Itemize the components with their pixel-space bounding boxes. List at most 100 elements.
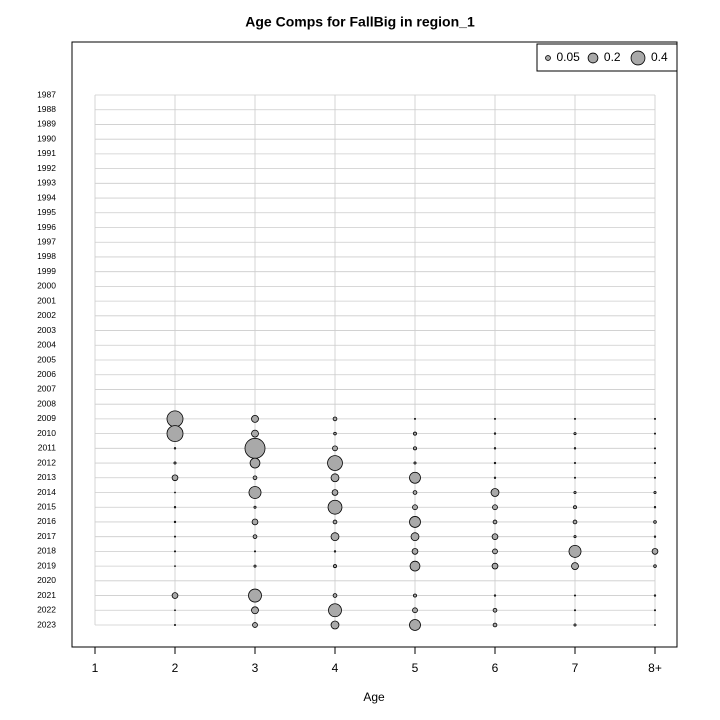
bubble (330, 532, 340, 542)
y-tick-label: 2012 (37, 457, 56, 467)
bubble (330, 473, 340, 483)
bubble (653, 447, 657, 450)
bubble (327, 499, 343, 515)
bubble (252, 534, 258, 539)
y-tick-label: 2002 (37, 310, 56, 320)
y-tick-label: 2022 (37, 605, 56, 615)
bubble (653, 506, 657, 509)
chart-title: Age Comps for FallBig in region_1 (245, 14, 475, 30)
bubble (653, 564, 657, 568)
bubble (493, 447, 497, 450)
bubble (173, 550, 177, 553)
bubble (410, 532, 420, 542)
bubble (173, 447, 177, 450)
bubble (409, 516, 421, 528)
legend-label: 0.4 (651, 50, 668, 64)
bubble (253, 505, 257, 509)
y-tick-label: 2006 (37, 369, 56, 379)
legend-label: 0.2 (604, 50, 621, 64)
y-tick-label: 2005 (37, 354, 56, 364)
bubble (573, 594, 577, 597)
y-tick-label: 1993 (37, 178, 56, 188)
bubble (573, 609, 577, 612)
bubble (251, 415, 259, 423)
bubble (333, 564, 337, 569)
bubble (251, 518, 259, 526)
y-tick-label: 1989 (37, 119, 56, 129)
plot-frame (71, 41, 678, 648)
bubble (412, 607, 418, 614)
bubble (413, 461, 417, 465)
x-tick-label: 7 (572, 661, 579, 675)
bubble (251, 606, 259, 615)
legend-bubble (587, 52, 599, 64)
bubble (409, 619, 421, 631)
bubble (327, 455, 343, 471)
bubble (249, 457, 261, 469)
bubble (653, 594, 657, 597)
bubble (171, 592, 179, 599)
x-tick-label: 5 (412, 661, 419, 675)
bubble (573, 505, 577, 510)
bubble (573, 432, 577, 436)
bubble (491, 562, 499, 570)
y-tick-label: 1988 (37, 104, 56, 114)
y-tick-label: 1987 (37, 89, 56, 99)
y-tick-label: 1991 (37, 148, 56, 158)
bubble (573, 476, 577, 479)
bubble (166, 425, 184, 443)
bubble (328, 603, 342, 618)
y-tick-label: 1990 (37, 133, 56, 143)
bubble (493, 417, 497, 420)
bubble (252, 622, 258, 628)
y-tick-label: 1995 (37, 207, 56, 217)
bubble (573, 462, 577, 465)
bubble (413, 431, 417, 436)
bubble (173, 520, 177, 524)
bubble (491, 533, 499, 540)
y-tick-label: 1992 (37, 163, 56, 173)
bubble (332, 416, 338, 422)
bubble (493, 594, 497, 597)
bubble (411, 548, 419, 555)
y-tick-label: 2015 (37, 501, 56, 511)
bubble (332, 593, 338, 598)
legend-label: 0.05 (556, 50, 580, 64)
x-tick-label: 1 (92, 661, 99, 675)
bubble (174, 491, 176, 494)
y-tick-label: 2009 (37, 413, 56, 423)
bubble (333, 550, 337, 553)
y-tick-label: 2014 (37, 487, 56, 497)
y-tick-label: 2013 (37, 472, 56, 482)
bubble (572, 519, 578, 525)
bubble (568, 544, 582, 558)
y-tick-label: 2017 (37, 531, 56, 541)
bubble (571, 562, 579, 570)
bubble (412, 490, 418, 495)
y-tick-label: 2016 (37, 516, 56, 526)
bubble (653, 535, 657, 538)
legend-bubble (630, 50, 646, 66)
bubble (174, 609, 176, 612)
bubble (333, 431, 337, 436)
bubble (651, 548, 659, 555)
bubble (330, 620, 340, 630)
bubble (493, 476, 497, 479)
bubble (490, 488, 500, 497)
y-tick-label: 1997 (37, 236, 56, 246)
bubble (492, 519, 498, 525)
bubble (493, 461, 497, 465)
bubble (173, 506, 177, 509)
x-tick-label: 3 (252, 661, 259, 675)
legend-box (536, 43, 678, 72)
x-tick-label: 4 (332, 661, 339, 675)
y-tick-label: 2001 (37, 295, 56, 305)
y-tick-label: 1996 (37, 222, 56, 232)
y-tick-label: 2010 (37, 428, 56, 438)
bubble (413, 446, 417, 451)
bubble (653, 462, 657, 465)
bubble (174, 565, 176, 568)
x-axis-label: Age (363, 690, 385, 704)
bubble (492, 607, 498, 613)
x-tick-label: 8+ (648, 661, 662, 675)
